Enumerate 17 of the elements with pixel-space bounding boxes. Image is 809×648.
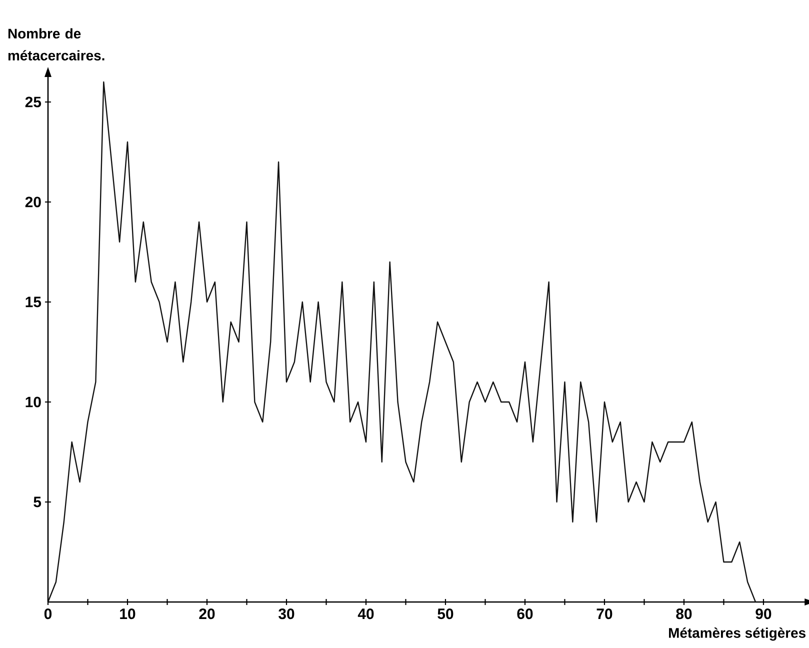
y-tick-label: 10 [26, 396, 41, 408]
x-tick-label: 60 [517, 608, 533, 620]
y-tick-label: 5 [34, 496, 42, 508]
x-tick-label: 40 [358, 608, 374, 620]
x-tick-label: 30 [278, 608, 294, 620]
x-tick-label: 90 [756, 608, 772, 620]
x-tick-label: 10 [120, 608, 136, 620]
x-tick-label: 80 [676, 608, 692, 620]
y-axis-title: Nombre de métacercaires. [8, 28, 104, 60]
y-tick-label: 15 [26, 296, 42, 308]
x-tick-label: 20 [199, 608, 215, 620]
y-tick-label: 25 [25, 96, 42, 108]
x-tick-label: 70 [596, 608, 612, 620]
y-tick-label: 20 [25, 196, 41, 208]
x-tick-label: 50 [438, 608, 454, 620]
x-axis-title: Métamères sétigères [669, 628, 806, 641]
x-tick-label: 0 [44, 608, 52, 620]
